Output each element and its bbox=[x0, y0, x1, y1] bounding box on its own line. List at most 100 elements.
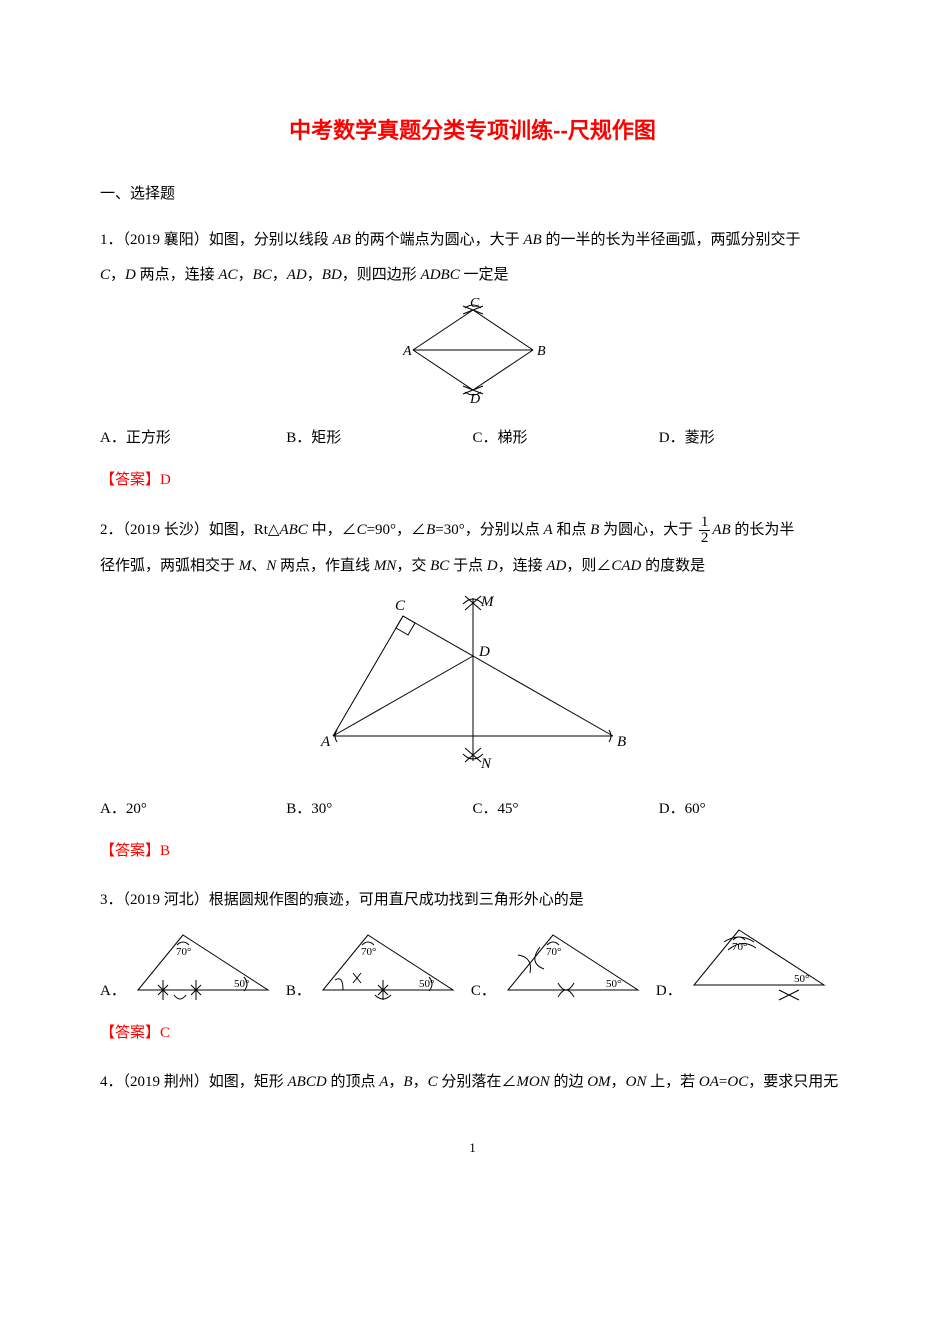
choice-c: C．梯形 bbox=[473, 424, 659, 453]
var: BD bbox=[322, 267, 342, 283]
var: BC bbox=[430, 558, 449, 574]
text: 2．（2019 长沙）如图，Rt△ bbox=[100, 522, 279, 538]
choice-label: C． bbox=[471, 977, 496, 1006]
q1-choices: A．正方形 B．矩形 C．梯形 D．菱形 bbox=[100, 424, 845, 453]
text: =30°，分别以点 bbox=[435, 522, 543, 538]
var: M bbox=[239, 558, 252, 574]
text: 两点，连接 bbox=[136, 267, 219, 283]
fraction: 12 bbox=[699, 515, 711, 546]
q3-option-b: B． 70° 50° bbox=[286, 925, 463, 1005]
svg-text:N: N bbox=[480, 756, 492, 772]
text: ， bbox=[272, 267, 287, 283]
text: 的边 bbox=[550, 1074, 588, 1090]
text: 两点，作直线 bbox=[276, 558, 374, 574]
var: ABC bbox=[279, 522, 307, 538]
svg-text:C: C bbox=[470, 296, 480, 311]
text: 分别落在∠ bbox=[438, 1074, 517, 1090]
var: B bbox=[590, 522, 599, 538]
q1-stem: 1．（2019 襄阳）如图，分别以线段 AB 的两个端点为圆心，大于 AB 的一… bbox=[100, 226, 845, 255]
text: 的顶点 bbox=[327, 1074, 380, 1090]
var: D bbox=[125, 267, 136, 283]
var: AB bbox=[712, 522, 730, 538]
svg-text:B: B bbox=[617, 734, 626, 750]
var: MON bbox=[516, 1074, 549, 1090]
q3-option-a: A． 70° 50° bbox=[100, 925, 278, 1005]
text: ， bbox=[413, 1074, 428, 1090]
q3-answer: 【答案】C bbox=[100, 1019, 845, 1048]
var: OA bbox=[699, 1074, 719, 1090]
text: ， bbox=[238, 267, 253, 283]
q3-figures: A． 70° 50° B． bbox=[100, 920, 845, 1005]
q2-choices: A．20° B．30° C．45° D．60° bbox=[100, 795, 845, 824]
var: ABCD bbox=[288, 1074, 327, 1090]
svg-text:50°: 50° bbox=[419, 978, 434, 990]
text: 于点 bbox=[449, 558, 487, 574]
svg-text:70°: 70° bbox=[546, 946, 561, 958]
q3-option-c: C． 70° 50° bbox=[471, 925, 648, 1005]
svg-text:70°: 70° bbox=[732, 941, 747, 953]
page-title: 中考数学真题分类专项训练--尺规作图 bbox=[100, 110, 845, 152]
var: B bbox=[426, 522, 435, 538]
choice-b: B．矩形 bbox=[286, 424, 472, 453]
svg-text:M: M bbox=[480, 594, 495, 610]
var: OM bbox=[587, 1074, 610, 1090]
svg-text:50°: 50° bbox=[234, 978, 249, 990]
text: =90°，∠ bbox=[367, 522, 426, 538]
svg-text:D: D bbox=[469, 392, 480, 405]
text: 的长为半 bbox=[731, 522, 795, 538]
q2-answer: 【答案】B bbox=[100, 837, 845, 866]
svg-text:70°: 70° bbox=[176, 946, 191, 958]
q2-stem-line2: 径作弧，两弧相交于 M、N 两点，作直线 MN，交 BC 于点 D，连接 AD，… bbox=[100, 552, 845, 581]
text: 、 bbox=[251, 558, 266, 574]
svg-text:D: D bbox=[478, 644, 490, 660]
svg-text:70°: 70° bbox=[361, 946, 376, 958]
var: AC bbox=[218, 267, 237, 283]
page-number: 1 bbox=[100, 1136, 845, 1161]
q4-stem: 4．（2019 荆州）如图，矩形 ABCD 的顶点 A，B，C 分别落在∠MON… bbox=[100, 1068, 845, 1097]
text: ， bbox=[110, 267, 125, 283]
text: ，交 bbox=[396, 558, 430, 574]
q3-stem: 3．（2019 河北）根据圆规作图的痕迹，可用直尺成功找到三角形外心的是 bbox=[100, 886, 845, 915]
text: 和点 bbox=[553, 522, 591, 538]
q1-stem-line2: C，D 两点，连接 AC，BC，AD，BD，则四边形 ADBC 一定是 bbox=[100, 261, 845, 290]
var: A bbox=[379, 1074, 388, 1090]
text: 上，若 bbox=[646, 1074, 699, 1090]
choice-a: A．正方形 bbox=[100, 424, 286, 453]
var: AD bbox=[287, 267, 307, 283]
text: ， bbox=[307, 267, 322, 283]
choice-label: A． bbox=[100, 977, 126, 1006]
text: 中，∠ bbox=[308, 522, 357, 538]
svg-text:50°: 50° bbox=[794, 973, 809, 985]
choice-d: D．菱形 bbox=[659, 424, 845, 453]
svg-text:C: C bbox=[395, 598, 406, 614]
svg-text:B: B bbox=[537, 344, 546, 359]
text: 径作弧，两弧相交于 bbox=[100, 558, 239, 574]
q3-option-d: D． 70° 50° bbox=[656, 920, 834, 1005]
text: 1．（2019 襄阳）如图，分别以线段 bbox=[100, 232, 333, 248]
choice-b: B．30° bbox=[286, 795, 472, 824]
choice-c: C．45° bbox=[473, 795, 659, 824]
var: C bbox=[100, 267, 110, 283]
text: 的度数是 bbox=[641, 558, 705, 574]
var: N bbox=[266, 558, 276, 574]
var: B bbox=[403, 1074, 412, 1090]
text: ， bbox=[611, 1074, 626, 1090]
text: ， bbox=[388, 1074, 403, 1090]
text: 4．（2019 荆州）如图，矩形 bbox=[100, 1074, 288, 1090]
var: CAD bbox=[611, 558, 641, 574]
choice-label: D． bbox=[656, 977, 682, 1006]
text: ，连接 bbox=[498, 558, 547, 574]
text: 一定是 bbox=[460, 267, 509, 283]
var: AB bbox=[523, 232, 541, 248]
q1-figure: A B C D bbox=[100, 295, 845, 416]
svg-text:50°: 50° bbox=[606, 978, 621, 990]
choice-d: D．60° bbox=[659, 795, 845, 824]
var: MN bbox=[374, 558, 397, 574]
svg-text:A: A bbox=[402, 344, 412, 359]
q1-answer: 【答案】D bbox=[100, 466, 845, 495]
var: AB bbox=[333, 232, 351, 248]
denominator: 2 bbox=[699, 531, 711, 546]
text: ，则四边形 bbox=[342, 267, 421, 283]
text: ，要求只用无 bbox=[748, 1074, 838, 1090]
q2-figure: A B C D M N bbox=[100, 586, 845, 787]
